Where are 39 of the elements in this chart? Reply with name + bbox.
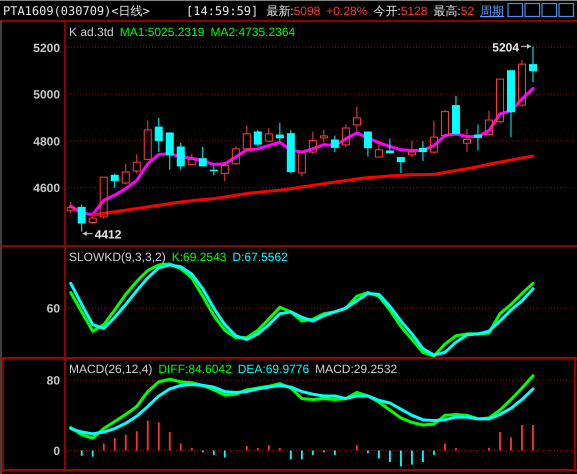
annotation: DEA:69.9776: [238, 362, 310, 376]
annotation: 5204: [492, 40, 520, 54]
candlestick: [110, 173, 119, 188]
candlestick: [352, 106, 361, 132]
text: 60: [46, 302, 60, 316]
annotation: DIFF:84.6042: [158, 362, 232, 376]
y-tick-label: 0: [53, 444, 60, 458]
candlestick: [176, 142, 185, 170]
y-tick-label: 4800: [33, 134, 60, 148]
annotation: 4412: [94, 228, 122, 242]
annotation: K:69.2543: [172, 250, 227, 264]
text: 最新:5098: [266, 4, 321, 18]
chart-title: K ad.3td: [69, 25, 114, 39]
line-series: [69, 383, 534, 436]
candlestick: [220, 162, 229, 182]
candlestick: [78, 204, 86, 232]
candlestick: [154, 117, 163, 153]
text: PTA1609(030709)<日线>: [3, 4, 150, 18]
text: 周期: [480, 4, 504, 18]
candlestick: [462, 128, 471, 153]
candlestick: [474, 124, 482, 151]
text: [14:59:59]: [186, 4, 258, 18]
chart-title: MACD(26,12,4): [69, 362, 152, 376]
text: 最高:52: [433, 4, 474, 18]
annotation: MACD:29.2532: [315, 362, 398, 376]
annotation: MA1:5025.2319: [120, 25, 205, 39]
candlestick: [210, 166, 218, 176]
line-series: [91, 154, 534, 217]
text: 今开:5128: [373, 4, 428, 18]
annotation: D:67.5562: [232, 250, 288, 264]
y-tick-label: 5200: [33, 40, 60, 55]
y-tick-label: 5000: [33, 88, 60, 102]
text: +0.28%: [326, 4, 368, 18]
candlestick: [330, 134, 339, 153]
chart-title: SLOWKD(9,3,3,2): [69, 250, 166, 264]
y-tick-label: 4600: [33, 181, 60, 196]
y-tick-label: 80: [46, 374, 60, 388]
annotation: MA2:4735.2364: [210, 25, 296, 39]
candlestick: [418, 140, 427, 162]
